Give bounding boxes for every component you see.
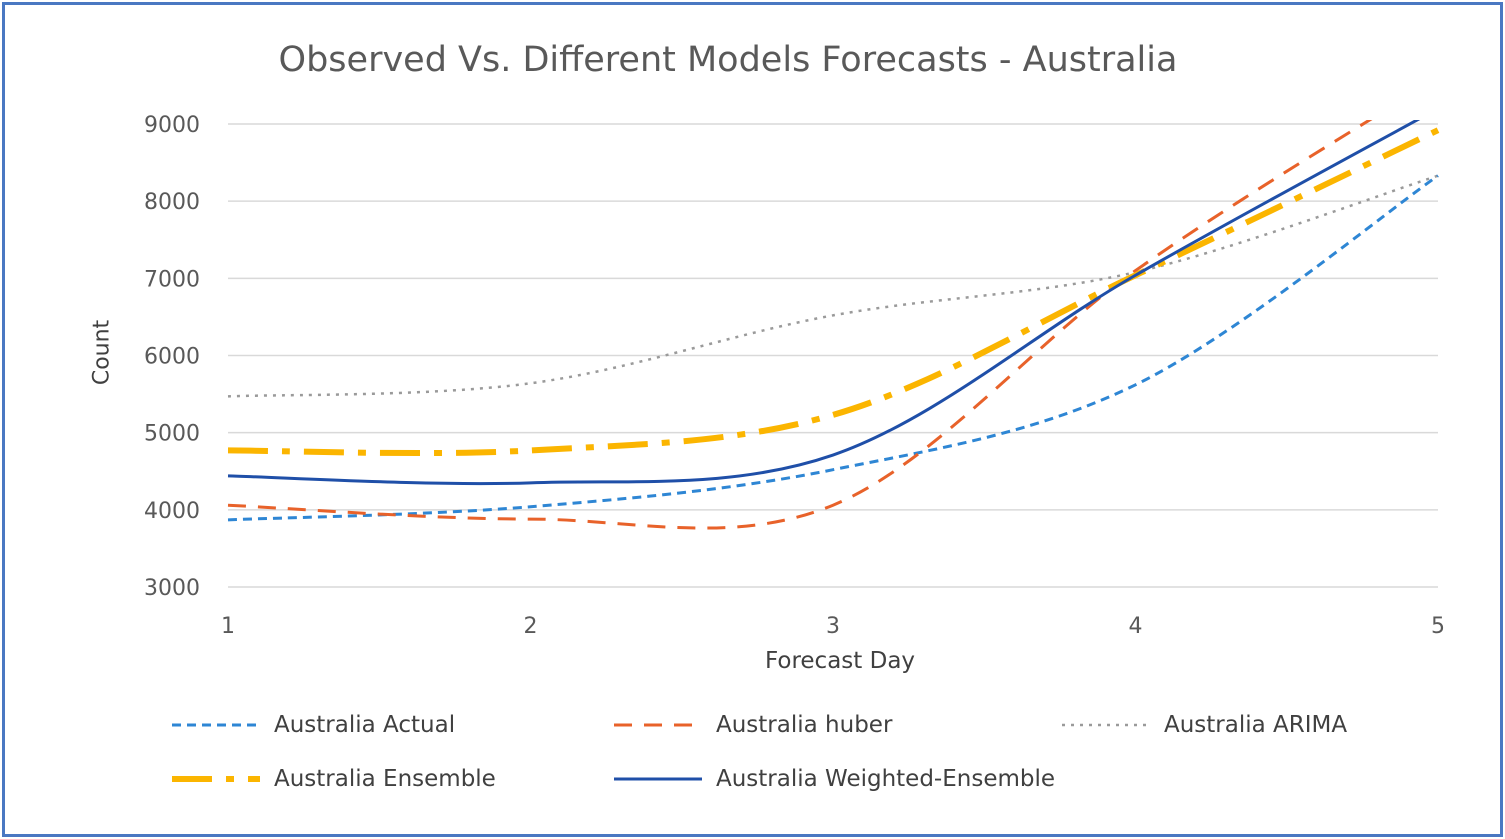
y-tick-label: 6000 (144, 345, 200, 370)
y-tick-label: 7000 (144, 267, 200, 292)
y-tick-label: 3000 (144, 576, 200, 601)
series-line-australia-arima (227, 174, 1439, 398)
series-line-australia-weighted-ensemble (227, 120, 1421, 486)
y-tick-label: 5000 (144, 422, 200, 447)
legend-swatch (172, 723, 260, 727)
x-tick-label: 3 (826, 614, 840, 639)
legend-swatch (1062, 723, 1150, 727)
x-tick-label: 1 (221, 614, 235, 639)
legend-item: Australia Ensemble (170, 766, 496, 792)
legend-swatch (172, 776, 260, 782)
series-line-australia-ensemble (227, 127, 1440, 457)
legend-label: Australia Weighted-Ensemble (716, 766, 1056, 792)
x-tick-label: 2 (524, 614, 538, 639)
legend-swatch (614, 723, 702, 727)
legend-item: Australia ARIMA (1060, 712, 1347, 738)
y-tick-label: 4000 (144, 499, 200, 524)
y-tick-label: 9000 (144, 113, 200, 138)
series-line-australia-huber (227, 120, 1373, 530)
x-axis-label: Forecast Day (764, 648, 916, 674)
legend-item: Australia Weighted-Ensemble (612, 766, 1055, 792)
y-tick-label: 8000 (144, 190, 200, 215)
legend-item: Australia huber (612, 712, 892, 738)
legend-label: Australia ARIMA (1164, 712, 1348, 738)
series-line-australia-actual (227, 174, 1439, 522)
x-tick-label: 4 (1129, 614, 1143, 639)
x-tick-label: 5 (1431, 614, 1445, 639)
legend-label: Australia Ensemble (274, 766, 496, 792)
chart-title: Observed Vs. Different Models Forecasts … (278, 40, 1178, 80)
legend-label: Australia Actual (274, 712, 456, 738)
legend-swatch (614, 777, 702, 781)
legend-label: Australia huber (716, 712, 893, 738)
legend-item: Australia Actual (170, 712, 455, 738)
